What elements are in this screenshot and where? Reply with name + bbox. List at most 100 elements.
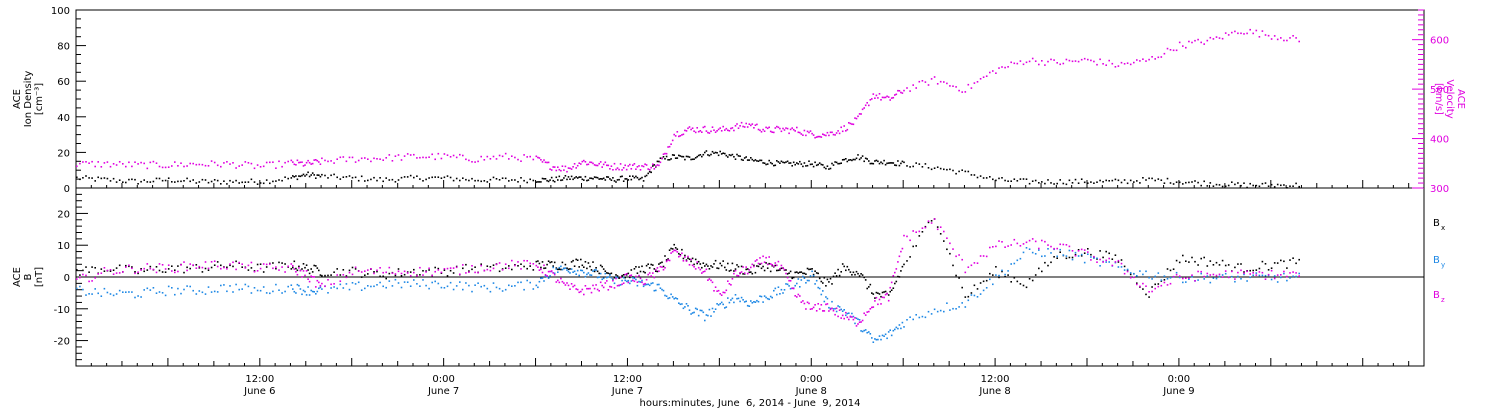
density-series-point <box>1145 179 1147 181</box>
by-series-point <box>1077 255 1080 257</box>
by-series-point <box>431 281 433 284</box>
velocity-series-point <box>555 169 558 172</box>
bz-series-point <box>1087 251 1089 253</box>
bx-series-point <box>704 265 706 267</box>
velocity-series-point <box>633 163 636 165</box>
density-series-point <box>382 180 384 183</box>
velocity-series-point <box>220 165 222 168</box>
bx-series-point <box>973 284 976 287</box>
density-series-point <box>817 163 819 166</box>
velocity-series-point <box>1273 35 1276 37</box>
by-series-point <box>952 307 954 310</box>
velocity-series-point <box>416 157 418 159</box>
bz-series-point <box>722 291 724 294</box>
bx-series-point <box>866 287 868 290</box>
bz-series-point <box>638 274 640 277</box>
velocity-series-point <box>152 160 155 163</box>
by-series-point <box>504 288 507 291</box>
bz-series-point <box>832 309 835 312</box>
velocity-series-point <box>598 162 600 165</box>
bx-series-point <box>958 277 960 279</box>
bx-series-point <box>1240 263 1242 265</box>
bz-series-point <box>434 270 436 273</box>
bx-series-point <box>278 261 280 264</box>
density-series-point <box>319 175 322 178</box>
bx-series-point <box>489 266 492 268</box>
bx-series-point <box>379 275 381 278</box>
velocity-series-point <box>1234 30 1236 33</box>
by-series-point <box>76 287 78 290</box>
bz-series-point <box>1148 291 1150 293</box>
bx-series-point <box>452 272 455 274</box>
bx-series-point <box>818 277 821 280</box>
by-series-point <box>811 270 813 273</box>
velocity-series-point <box>316 159 319 162</box>
density-series-point <box>158 177 161 180</box>
velocity-series-point <box>1126 62 1129 64</box>
density-series-point <box>195 182 198 184</box>
bz-series-point <box>756 259 758 261</box>
bz-series-point <box>1166 284 1169 286</box>
bz-series-point <box>567 284 570 287</box>
velocity-series-point <box>1209 36 1212 39</box>
bz-series-point <box>699 268 702 271</box>
bx-series-point <box>1182 254 1184 257</box>
by-series-point <box>1016 259 1019 262</box>
bx-series-point <box>869 283 872 286</box>
bx-series-point <box>848 268 850 271</box>
bz-series-point <box>679 254 682 257</box>
by-series-point <box>308 294 311 296</box>
by-series-point <box>878 335 881 337</box>
by-series-point <box>949 309 951 311</box>
density-series-point <box>604 179 607 181</box>
bz-series-point <box>253 270 256 273</box>
velocity-series-point <box>906 87 908 89</box>
velocity-series-point <box>106 161 109 163</box>
velocity-series-point <box>541 161 544 163</box>
bx-series-point <box>1090 253 1092 256</box>
density-series-point <box>342 176 345 178</box>
velocity-series-point <box>189 162 191 165</box>
velocity-series-point <box>549 168 551 170</box>
density-series-point <box>88 177 90 179</box>
velocity-axis-label: ACEVelocity[km/s] <box>1433 79 1466 118</box>
by-series-point <box>564 267 567 269</box>
density-series-point <box>1133 181 1135 183</box>
velocity-series-point <box>561 165 564 167</box>
by-series-point <box>676 298 679 300</box>
by-series-point <box>1252 274 1254 277</box>
bx-series-point <box>406 271 409 273</box>
velocity-series-point <box>1240 32 1242 35</box>
bx-series-point <box>602 268 605 270</box>
bz-series-point <box>1231 270 1233 273</box>
density-series-point <box>489 178 492 181</box>
bz-series-point <box>560 277 562 280</box>
velocity-series-point <box>737 127 740 129</box>
bz-series-point <box>924 226 927 229</box>
density-series-point <box>1062 182 1065 185</box>
by-series-point <box>189 285 191 288</box>
bz-series-point <box>492 267 495 270</box>
velocity-series-point <box>281 165 283 168</box>
bz-series-point <box>1157 285 1160 288</box>
bx-series-point <box>465 263 467 266</box>
velocity-series-point <box>748 123 751 125</box>
bz-series-point <box>296 273 299 276</box>
by-series-point <box>1292 275 1294 278</box>
bz-series-point <box>912 230 914 232</box>
bx-series-point <box>474 266 476 268</box>
density-series-point <box>1025 178 1028 180</box>
bz-series-point <box>379 267 381 269</box>
bx-series-point <box>727 262 729 265</box>
bz-series-point <box>216 265 219 268</box>
by-series-point <box>832 308 835 310</box>
bz-series-point <box>580 290 582 293</box>
density-series-point <box>653 164 656 166</box>
density-series-point <box>868 160 870 162</box>
by-series-point <box>576 269 579 272</box>
bx-series-point <box>895 280 898 283</box>
density-series-point <box>967 170 970 173</box>
by-series-point <box>226 290 228 293</box>
velocity-series-point <box>272 161 274 163</box>
velocity-series-point <box>658 164 660 167</box>
